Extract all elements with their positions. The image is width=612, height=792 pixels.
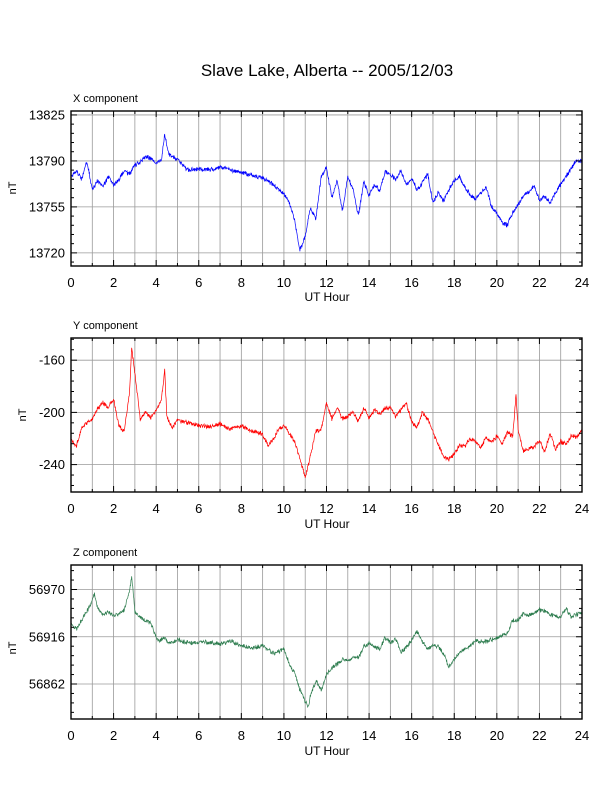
x-tick-label-x: 8: [238, 275, 245, 290]
x-tick-label-z: 20: [490, 728, 504, 743]
x-tick-label-y: 0: [67, 501, 74, 516]
y-tick-label-y: -160: [39, 353, 65, 368]
x-tick-label-z: 10: [277, 728, 291, 743]
y-tick-label-z: 56916: [29, 629, 65, 644]
x-tick-label-z: 24: [575, 728, 589, 743]
panel-title-y: Y component: [73, 320, 138, 332]
x-tick-label-y: 20: [490, 501, 504, 516]
panel-title-x: X component: [73, 93, 138, 105]
x-tick-label-y: 12: [319, 501, 333, 516]
y-tick-label-y: -240: [39, 457, 65, 472]
x-tick-label-x: 14: [362, 275, 376, 290]
x-tick-label-y: 4: [153, 501, 160, 516]
x-axis-label-y: UT Hour: [304, 517, 349, 531]
x-tick-label-y: 18: [447, 501, 461, 516]
x-tick-label-x: 0: [67, 275, 74, 290]
x-tick-label-x: 24: [575, 275, 589, 290]
x-tick-label-y: 16: [404, 501, 418, 516]
y-tick-label-z: 56970: [29, 582, 65, 597]
y-axis-label-y: nT: [17, 408, 29, 421]
series-line-z: [70, 576, 583, 709]
panel-x-component: X component nT UT Hour 0 2 4 6 8 10 12 14 16 18 20…: [7, 93, 589, 304]
x-tick-label-z: 22: [532, 728, 546, 743]
x-axis-label-z: UT Hour: [304, 744, 349, 758]
x-tick-label-y: 8: [238, 501, 245, 516]
y-axis-label-z: nT: [7, 641, 19, 654]
figure-title: Slave Lake, Alberta -- 2005/12/03: [201, 61, 453, 80]
series-line-x: [70, 133, 583, 252]
x-tick-label-y: 24: [575, 501, 589, 516]
x-tick-label-x: 20: [490, 275, 504, 290]
y-tick-label-x: 13825: [29, 107, 65, 122]
y-tick-label-y: -200: [39, 405, 65, 420]
x-tick-label-z: 0: [67, 728, 74, 743]
x-tick-label-z: 2: [110, 728, 117, 743]
x-tick-label-y: 6: [195, 501, 202, 516]
x-tick-label-y: 2: [110, 501, 117, 516]
x-tick-label-x: 10: [277, 275, 291, 290]
x-tick-label-x: 6: [195, 275, 202, 290]
x-tick-label-z: 12: [319, 728, 333, 743]
x-tick-label-y: 14: [362, 501, 376, 516]
x-tick-label-x: 2: [110, 275, 117, 290]
x-tick-label-y: 22: [532, 501, 546, 516]
x-tick-label-x: 18: [447, 275, 461, 290]
panel-title-z: Z component: [73, 547, 137, 559]
x-tick-label-x: 22: [532, 275, 546, 290]
panel-z-component: Z component nT UT Hour 0 2 4 6 8 10 12 14 16 18 20…: [7, 547, 589, 758]
x-tick-label-z: 14: [362, 728, 376, 743]
y-tick-label-x: 13755: [29, 199, 65, 214]
y-axis-label-x: nT: [7, 181, 19, 194]
x-tick-label-z: 18: [447, 728, 461, 743]
x-tick-label-z: 4: [153, 728, 160, 743]
x-axis-label-x: UT Hour: [304, 290, 349, 304]
x-tick-label-z: 8: [238, 728, 245, 743]
x-tick-label-x: 16: [404, 275, 418, 290]
y-tick-label-x: 13720: [29, 245, 65, 260]
x-tick-label-x: 12: [319, 275, 333, 290]
x-tick-label-x: 4: [153, 275, 160, 290]
y-tick-label-z: 56862: [29, 677, 65, 692]
x-tick-label-z: 16: [404, 728, 418, 743]
series-line-y: [70, 347, 583, 478]
x-tick-label-y: 10: [277, 501, 291, 516]
panel-y-component: Y component nT UT Hour 0 2 4 6 8 10 12 14 16 18 20…: [17, 320, 589, 531]
x-tick-label-z: 6: [195, 728, 202, 743]
y-tick-label-x: 13790: [29, 153, 65, 168]
